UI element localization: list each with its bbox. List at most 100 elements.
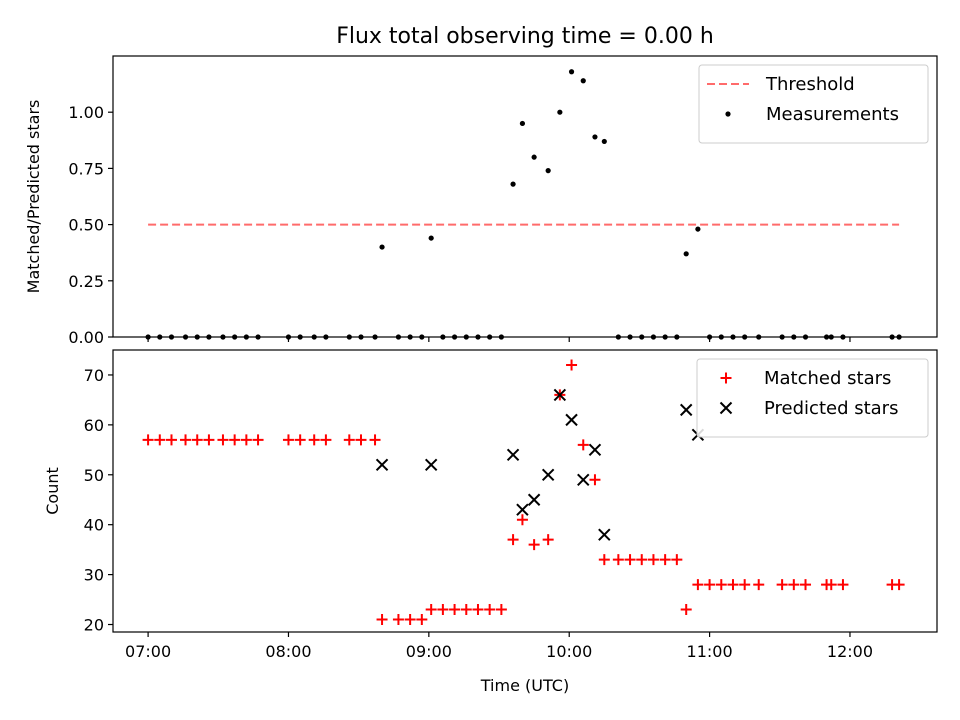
y-tick-label: 1.00 bbox=[68, 103, 104, 122]
plus-marker bbox=[217, 434, 229, 446]
x-tick-label: 10:00 bbox=[546, 642, 592, 661]
plus-marker bbox=[636, 554, 648, 566]
legend-plus-swatch bbox=[720, 372, 732, 384]
x-tick-label: 08:00 bbox=[265, 642, 311, 661]
x-marker bbox=[679, 403, 693, 417]
y-tick-label: 20 bbox=[84, 616, 104, 635]
plus-marker bbox=[566, 359, 578, 371]
plus-marker bbox=[343, 434, 355, 446]
plus-marker bbox=[528, 539, 540, 551]
plus-marker bbox=[800, 579, 812, 591]
x-tick-label: 11:00 bbox=[687, 642, 733, 661]
x-tick-label: 07:00 bbox=[125, 642, 171, 661]
series-matched-stars bbox=[142, 359, 905, 626]
data-point bbox=[531, 154, 537, 160]
legend-x-swatch bbox=[719, 401, 733, 415]
y-tick-label: 30 bbox=[84, 566, 104, 585]
plus-marker bbox=[507, 534, 519, 546]
plus-marker bbox=[416, 614, 428, 626]
plus-marker bbox=[369, 434, 381, 446]
data-point bbox=[592, 134, 598, 140]
plus-marker bbox=[589, 474, 601, 486]
plus-marker bbox=[624, 554, 636, 566]
plus-marker bbox=[612, 554, 624, 566]
plus-marker bbox=[680, 604, 692, 616]
plus-marker bbox=[739, 579, 751, 591]
plus-marker bbox=[727, 579, 739, 591]
x-marker bbox=[588, 443, 602, 457]
count-panel: 20 30 40 50 60 70 07:00 08:00 09:00 10:00 11:00 12:… bbox=[84, 349, 938, 661]
plus-marker bbox=[542, 534, 554, 546]
legend-dot-swatch bbox=[725, 111, 731, 117]
x-tick-label: 12:00 bbox=[827, 642, 873, 661]
y-tick-label: 60 bbox=[84, 416, 104, 435]
plus-marker bbox=[715, 579, 727, 591]
legend-label: Predicted stars bbox=[764, 398, 898, 419]
plus-marker bbox=[704, 579, 716, 591]
axes-frame bbox=[112, 349, 938, 633]
plus-marker bbox=[282, 434, 294, 446]
plus-marker bbox=[671, 554, 683, 566]
x-axis-label: Time (UTC) bbox=[480, 676, 569, 695]
plus-marker bbox=[577, 439, 589, 451]
data-point bbox=[557, 109, 563, 115]
x-marker bbox=[541, 468, 555, 481]
y-tick-label: 0.75 bbox=[68, 159, 104, 178]
plus-marker bbox=[308, 434, 320, 446]
data-point bbox=[510, 181, 516, 187]
data-point bbox=[519, 120, 526, 127]
data-point bbox=[580, 78, 586, 84]
x-marker bbox=[553, 388, 567, 402]
plus-marker bbox=[320, 434, 332, 446]
plus-marker bbox=[659, 554, 671, 566]
plus-marker bbox=[647, 554, 659, 566]
data-point bbox=[379, 244, 385, 250]
plus-marker bbox=[460, 604, 472, 616]
y-tick-label: 0.50 bbox=[68, 216, 104, 235]
plus-marker bbox=[252, 434, 264, 446]
plus-marker bbox=[142, 434, 154, 446]
x-marker bbox=[375, 458, 389, 472]
plus-marker bbox=[376, 614, 388, 626]
plus-marker bbox=[294, 434, 306, 446]
legend-label: Matched stars bbox=[764, 368, 891, 389]
data-point bbox=[601, 138, 607, 145]
data-point bbox=[428, 235, 434, 241]
plus-marker bbox=[240, 434, 252, 446]
x-marker bbox=[577, 473, 590, 486]
ratio-panel: 0.00 0.25 0.50 0.75 1.00 bbox=[68, 55, 938, 347]
plus-marker bbox=[404, 614, 416, 626]
plus-marker bbox=[788, 579, 800, 591]
x-marker bbox=[424, 458, 438, 472]
plus-marker bbox=[355, 434, 367, 446]
y-tick-label: 70 bbox=[84, 366, 104, 385]
plus-marker bbox=[180, 434, 192, 446]
y-tick-label: 0.25 bbox=[68, 272, 104, 291]
y-tick-label: 40 bbox=[84, 516, 104, 535]
x-marker bbox=[506, 448, 520, 462]
y-tick-label: 0.00 bbox=[68, 328, 104, 347]
plus-marker bbox=[495, 604, 507, 616]
plus-marker bbox=[437, 604, 449, 616]
plus-marker bbox=[472, 604, 484, 616]
count-y-axis-label: Count bbox=[43, 467, 62, 515]
x-marker bbox=[527, 493, 541, 506]
plus-marker bbox=[516, 514, 528, 526]
x-marker bbox=[598, 528, 611, 541]
plus-marker bbox=[692, 579, 704, 591]
plus-marker bbox=[753, 579, 765, 591]
plus-marker bbox=[449, 604, 461, 616]
plus-marker bbox=[191, 434, 203, 446]
x-marker bbox=[565, 413, 578, 427]
plus-marker bbox=[203, 434, 215, 446]
plus-marker bbox=[776, 579, 788, 591]
ratio-legend: Threshold Measurements bbox=[698, 64, 929, 144]
plus-marker bbox=[837, 579, 849, 591]
data-point bbox=[568, 69, 575, 75]
plus-marker bbox=[425, 604, 437, 616]
count-legend: Matched stars Predicted stars bbox=[696, 358, 929, 438]
legend-label: Measurements bbox=[766, 104, 899, 125]
plus-marker bbox=[165, 434, 177, 446]
plus-marker bbox=[484, 604, 496, 616]
x-marker bbox=[516, 503, 529, 516]
